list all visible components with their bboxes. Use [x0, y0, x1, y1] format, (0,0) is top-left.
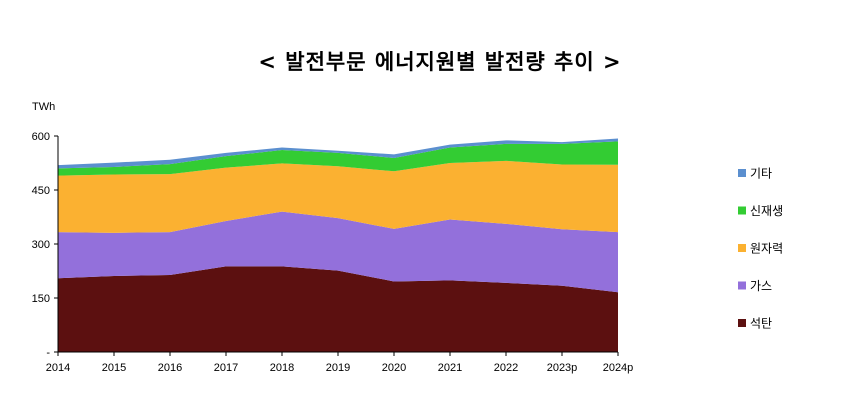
area-series-2 — [58, 160, 618, 233]
x-tick-label-5: 2019 — [326, 362, 350, 374]
area-series-0 — [58, 266, 618, 352]
legend-swatch-1 — [738, 206, 746, 215]
chart-title: < 발전부문 에너지원별 발전량 추이 > — [258, 50, 622, 74]
area-series-3 — [58, 141, 618, 176]
x-tick-label-10: 2024p — [603, 362, 634, 374]
axes-layer: - 150 300 450 600 2014 2015 2016 2017 2018 2019 202… — [32, 101, 634, 374]
y-axis-unit-label: TWh — [32, 101, 55, 113]
x-tick-label-7: 2021 — [438, 362, 462, 374]
legend-label-4: 석탄 — [750, 317, 772, 331]
area-series-4 — [58, 138, 618, 169]
legend-label-2: 원자력 — [750, 242, 783, 256]
legend-swatch-3 — [738, 281, 746, 290]
x-tick-label-0: 2014 — [46, 362, 70, 374]
y-tick-label-3: 450 — [32, 185, 50, 197]
x-tick-label-4: 2018 — [270, 362, 294, 374]
area-layer — [58, 138, 618, 352]
y-tick-label-0: - — [46, 347, 50, 359]
legend-label-1: 신재생 — [750, 204, 783, 218]
area-series-1 — [58, 211, 618, 293]
legend-swatch-2 — [738, 244, 746, 252]
y-tick-label-2: 300 — [32, 239, 50, 251]
x-tick-label-3: 2017 — [214, 362, 238, 374]
legend-swatch-4 — [738, 319, 746, 327]
legend-label-3: 가스 — [750, 279, 772, 293]
x-tick-label-9: 2023p — [547, 362, 578, 374]
y-tick-label-1: 150 — [32, 293, 50, 305]
legend-swatch-0 — [738, 169, 746, 177]
x-tick-label-2: 2016 — [158, 362, 182, 374]
y-tick-label-4: 600 — [32, 131, 50, 143]
x-tick-label-1: 2015 — [102, 362, 126, 374]
legend-label-0: 기타 — [750, 167, 772, 181]
x-tick-label-8: 2022 — [494, 362, 518, 374]
x-tick-label-6: 2020 — [382, 362, 406, 374]
